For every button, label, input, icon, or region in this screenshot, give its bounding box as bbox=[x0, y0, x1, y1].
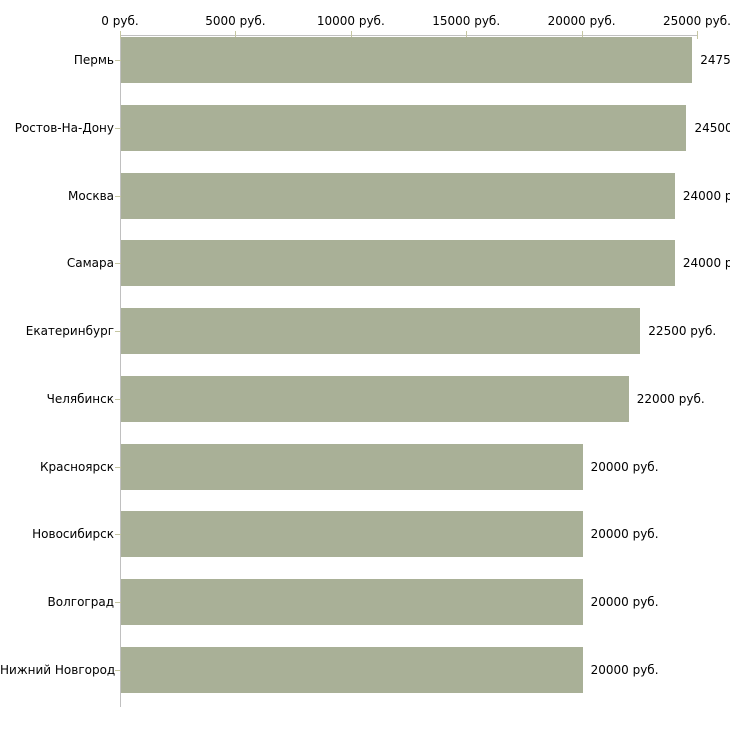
x-tick-label: 25000 руб. bbox=[663, 14, 730, 28]
category-tick bbox=[115, 60, 121, 61]
category-tick bbox=[115, 670, 121, 672]
value-label: 22500 руб. bbox=[648, 324, 717, 339]
x-tick bbox=[466, 31, 468, 39]
category-label: Новосибирск bbox=[32, 527, 114, 542]
x-tick bbox=[235, 31, 237, 39]
x-tick bbox=[581, 31, 583, 39]
value-label: 24750 руб. bbox=[700, 53, 730, 67]
category-tick bbox=[115, 331, 121, 333]
value-label: 24000 руб. bbox=[682, 188, 730, 203]
value-label: 20000 руб. bbox=[590, 459, 659, 474]
x-tick-label: 20000 руб. bbox=[547, 14, 616, 28]
value-label: 20000 руб. bbox=[590, 527, 659, 542]
bar bbox=[121, 240, 675, 287]
category-label: Пермь bbox=[73, 53, 114, 67]
bar bbox=[121, 37, 693, 83]
bar bbox=[121, 511, 583, 558]
category-tick bbox=[115, 466, 121, 468]
bar bbox=[121, 647, 583, 694]
x-tick-label: 15000 руб. bbox=[432, 14, 501, 28]
value-label: 24000 руб. bbox=[682, 256, 730, 271]
category-tick bbox=[115, 263, 121, 265]
bar bbox=[121, 443, 583, 490]
x-tick bbox=[697, 31, 698, 39]
bar bbox=[121, 308, 641, 355]
bar bbox=[121, 172, 675, 219]
bar bbox=[121, 104, 687, 151]
category-tick bbox=[115, 398, 121, 400]
bar bbox=[121, 579, 583, 626]
category-tick bbox=[115, 602, 121, 604]
category-label: Самара bbox=[66, 256, 114, 271]
y-axis-line bbox=[120, 35, 121, 707]
category-tick bbox=[115, 534, 121, 536]
bar bbox=[121, 375, 629, 422]
category-tick bbox=[115, 127, 121, 129]
category-label: Екатеринбург bbox=[25, 324, 114, 339]
category-label: Ростов-На-Дону bbox=[14, 120, 114, 135]
category-label: Нижний Новгород bbox=[0, 663, 116, 678]
category-label: Волгоград bbox=[47, 595, 114, 610]
category-label: Москва bbox=[68, 188, 114, 203]
value-label: 24500 руб. bbox=[694, 120, 730, 135]
category-label: Красноярск bbox=[40, 459, 114, 474]
x-tick-label: 0 руб. bbox=[101, 14, 139, 28]
x-tick-label: 10000 руб. bbox=[316, 14, 385, 28]
category-label: Челябинск bbox=[46, 391, 114, 406]
category-tick bbox=[115, 195, 121, 197]
x-tick bbox=[350, 31, 352, 39]
value-label: 20000 руб. bbox=[590, 595, 659, 610]
x-tick-label: 5000 руб. bbox=[205, 14, 266, 28]
value-label: 22000 руб. bbox=[636, 391, 705, 406]
x-tick bbox=[120, 31, 121, 39]
x-axis-line bbox=[120, 35, 698, 36]
value-label: 20000 руб. bbox=[590, 663, 659, 678]
